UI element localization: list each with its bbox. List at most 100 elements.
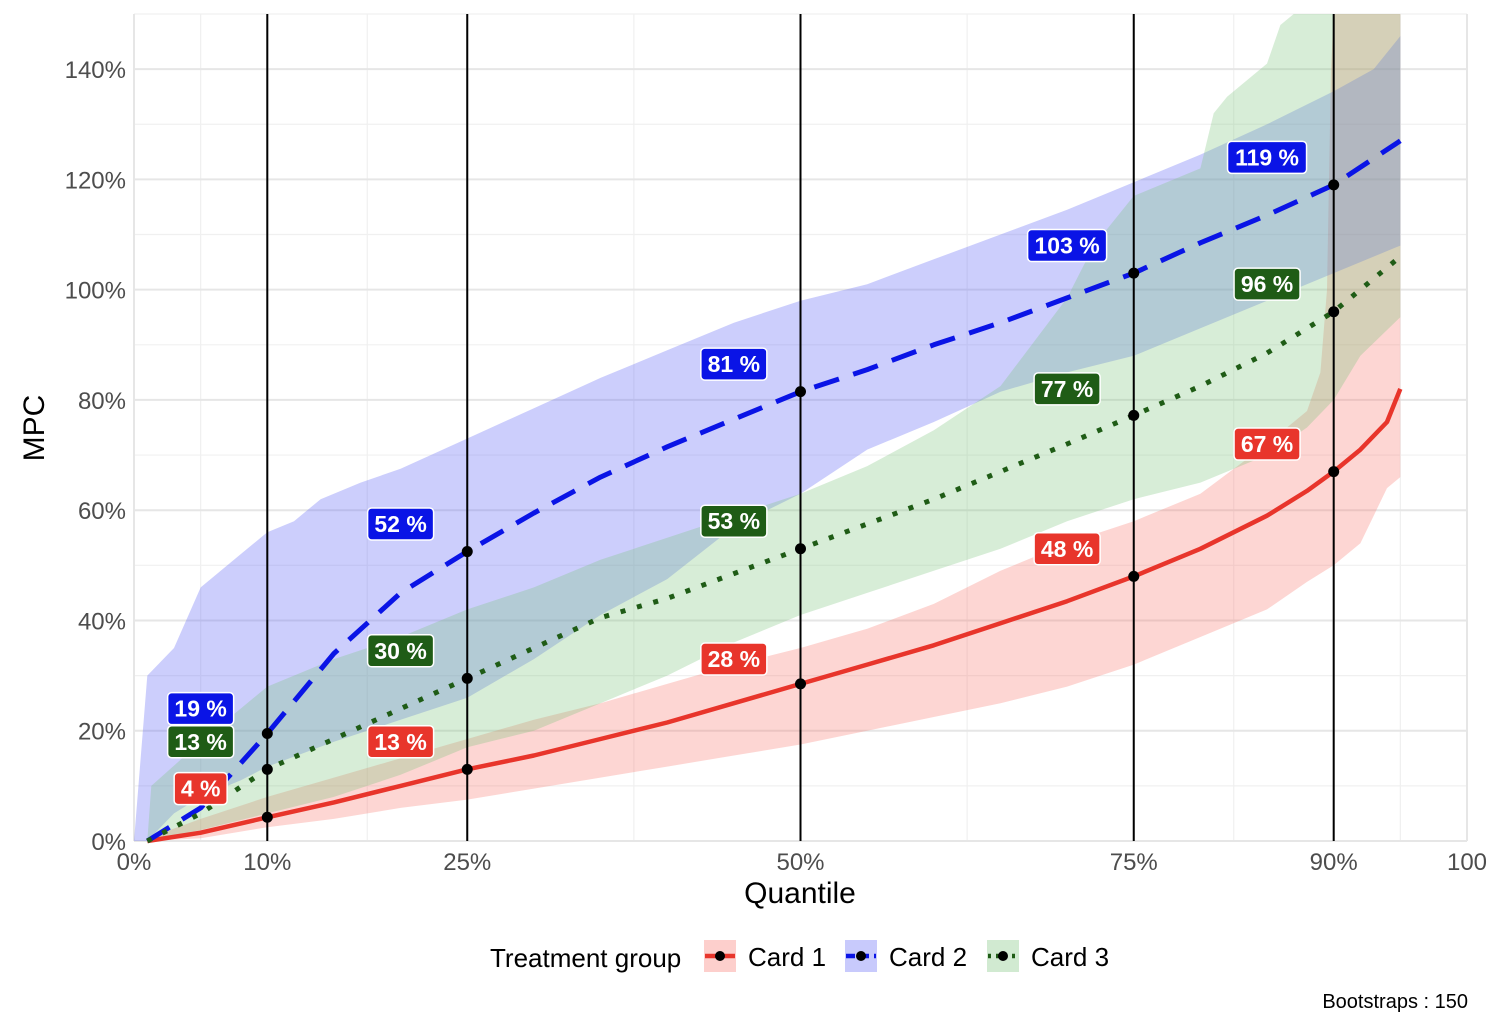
value-label-text: 96 % (1241, 271, 1293, 297)
x-tick-label: 10% (243, 849, 291, 876)
point-card-3 (261, 763, 273, 775)
value-label-text: 28 % (708, 646, 760, 672)
quantile-lines (266, 14, 1335, 841)
value-label-box (166, 691, 235, 726)
value-labels: 4 % 13 % 28 % 48 % 67 % 19 % 52 % 81 % 103 % 119 … (166, 140, 1308, 806)
value-label-text: 19 % (174, 696, 226, 722)
value-label-box (1226, 140, 1308, 175)
value-label-text: 103 % (1034, 233, 1099, 259)
legend-key-card-1: Card 1 (704, 940, 826, 972)
axes: 0% 10% 25% 50% 75% 90% 100 0% 20% 40% 60% 80% 100% 12… (65, 57, 1487, 876)
point-card-2 (461, 546, 473, 558)
value-label-card-2: 81 % (700, 347, 768, 381)
value-label-card-3: 30 % (366, 634, 435, 668)
y-axis-title: MPC (18, 395, 51, 462)
value-label-card-1: 48 % (1033, 532, 1101, 566)
value-label-box (366, 725, 435, 759)
value-label-card-1: 13 % (366, 725, 435, 759)
band-card-3 (147, 14, 1401, 841)
legend-label: Card 2 (889, 942, 967, 972)
point-card-2 (1128, 267, 1140, 279)
point-card-1 (1328, 466, 1340, 478)
value-label-box (366, 507, 435, 541)
legend-key-card-3: Card 3 (987, 940, 1109, 972)
x-tick-label: 100 (1447, 849, 1487, 876)
x-tick-label: 90% (1310, 849, 1358, 876)
value-label-card-1: 28 % (700, 642, 768, 676)
y-tick-label: 120% (65, 167, 126, 194)
y-tick-label: 20% (78, 719, 126, 746)
y-tick-label: 100% (65, 278, 126, 305)
x-tick-label: 50% (776, 849, 824, 876)
legend-label: Card 3 (1031, 942, 1109, 972)
value-label-box (366, 634, 435, 668)
legend: Treatment group Card 1 Card 2 Card 3 (490, 940, 1109, 973)
line-card-3 (146, 254, 1402, 844)
value-label-box (700, 504, 768, 538)
bootstraps-caption: Bootstraps : 150 (1322, 991, 1468, 1013)
value-label-text: 4 % (181, 776, 221, 802)
point-card-3 (1328, 306, 1340, 318)
value-label-text: 52 % (374, 511, 426, 537)
value-label-card-3: 13 % (166, 725, 235, 759)
value-label-text: 30 % (374, 638, 426, 664)
point-card-1 (1128, 570, 1140, 582)
value-label-card-2: 19 % (166, 691, 235, 726)
band-card-1 (147, 14, 1401, 841)
value-label-text: 77 % (1041, 376, 1093, 402)
value-label-text: 48 % (1041, 536, 1093, 562)
value-label-text: 81 % (708, 351, 760, 377)
series-lines (145, 138, 1403, 844)
value-label-card-1: 67 % (1233, 427, 1301, 461)
point-card-3 (795, 543, 806, 555)
y-tick-label: 0% (91, 829, 126, 856)
y-tick-label: 80% (78, 388, 126, 415)
value-label-box (700, 347, 768, 381)
point-card-1 (461, 763, 473, 775)
value-label-card-3: 53 % (700, 504, 768, 538)
legend-point (715, 951, 725, 961)
value-label-box (1233, 427, 1301, 461)
value-label-box (1233, 267, 1301, 301)
x-tick-label: 0% (117, 849, 152, 876)
value-label-text: 67 % (1241, 431, 1293, 457)
value-label-box (1033, 532, 1101, 566)
value-label-text: 119 % (1235, 144, 1299, 170)
x-tick-label: 75% (1110, 849, 1158, 876)
value-label-box (1026, 228, 1108, 263)
x-tick-label: 25% (443, 849, 491, 876)
point-card-2 (1328, 179, 1340, 191)
legend-point (998, 951, 1008, 961)
value-label-text: 53 % (708, 508, 760, 534)
series-points (261, 179, 1340, 823)
point-card-2 (261, 727, 273, 739)
value-label-box (700, 642, 768, 676)
legend-point (856, 951, 866, 961)
point-card-3 (1128, 409, 1140, 421)
point-card-1 (261, 811, 273, 823)
value-label-box (173, 771, 228, 806)
value-label-box (1033, 372, 1101, 406)
value-label-card-2: 103 % (1026, 228, 1108, 263)
value-label-card-2: 52 % (366, 507, 435, 541)
legend-title: Treatment group (490, 943, 681, 973)
point-card-1 (795, 678, 806, 690)
legend-label: Card 1 (748, 942, 826, 972)
line-card-1 (146, 388, 1403, 844)
value-label-box (166, 725, 235, 759)
legend-key-card-2: Card 2 (845, 940, 967, 972)
y-tick-label: 140% (65, 57, 126, 84)
y-tick-label: 60% (78, 498, 126, 525)
value-label-card-2: 119 % (1226, 140, 1308, 175)
point-card-3 (461, 672, 473, 684)
point-card-2 (795, 386, 806, 398)
y-tick-label: 40% (78, 608, 126, 635)
value-label-card-1: 4 % (173, 771, 228, 806)
x-axis-title: Quantile (744, 877, 856, 910)
value-label-card-3: 96 % (1233, 267, 1301, 301)
value-label-text: 13 % (174, 729, 226, 755)
value-label-text: 13 % (374, 729, 426, 755)
legend-keys: Card 1 Card 2 Card 3 (704, 940, 1109, 972)
value-label-card-3: 77 % (1033, 372, 1101, 406)
